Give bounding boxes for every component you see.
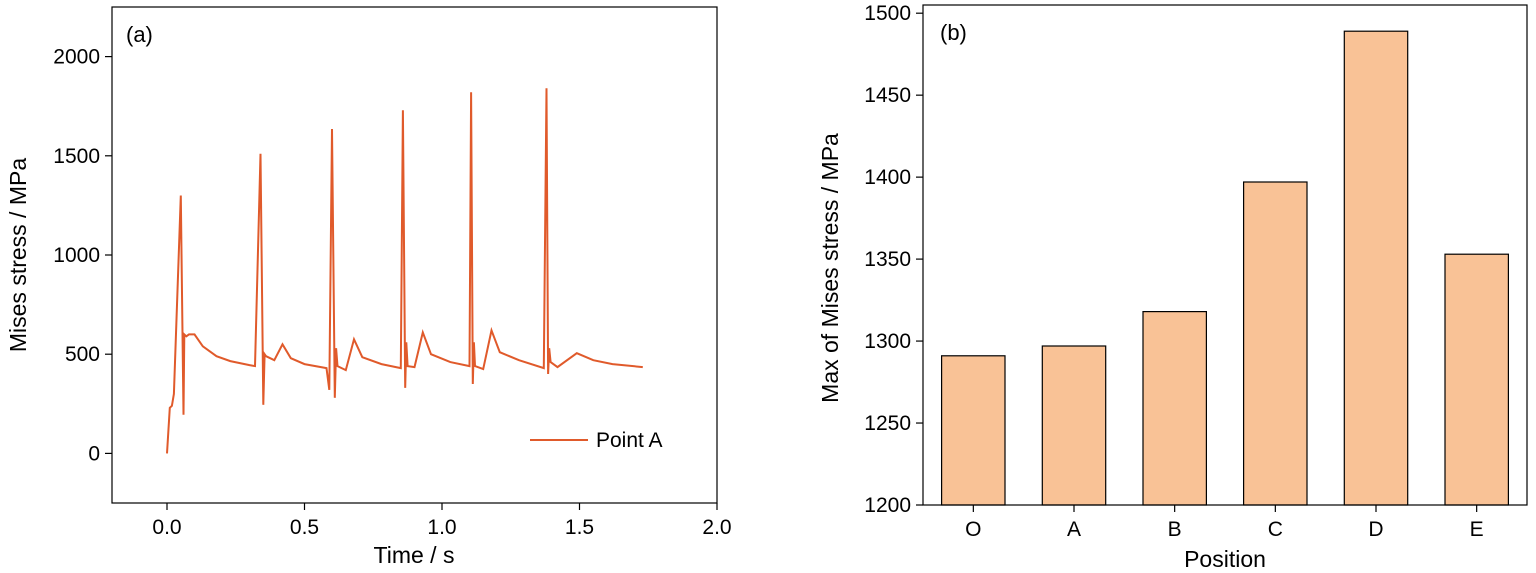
panel-a-x-tick-label: 0.5 <box>290 516 319 539</box>
category-label-o: O <box>965 518 981 541</box>
panel-b-y-tick-label: 1250 <box>864 412 911 435</box>
category-label-a: A <box>1067 518 1081 541</box>
panel-a-x-tick-label: 2.0 <box>702 516 731 539</box>
panel-b-x-axis-title: Position <box>1184 546 1266 572</box>
panel-b-y-tick-label: 1350 <box>864 248 911 271</box>
bar-e <box>1444 253 1510 506</box>
legend-label-point-a: Point A <box>596 429 663 452</box>
panel-b-y-axis-title: Max of Mises stress / MPa <box>817 133 843 403</box>
panel-a-series-line-point-a <box>166 88 643 454</box>
panel-a-y-tick-label: 500 <box>65 343 100 366</box>
bar-b <box>1142 311 1208 506</box>
panel-a-y-tick-label: 0 <box>88 442 100 465</box>
panel-b-y-tick-label: 1500 <box>864 2 911 25</box>
bar-a <box>1041 345 1107 506</box>
panel-a-label: (a) <box>126 22 153 47</box>
bar-o <box>940 355 1006 506</box>
panel-b-bar-chart: O A B C D E 1200 1250 1300 1350 1400 1450 1500 (b) P… <box>817 2 1528 572</box>
panel-b-label: (b) <box>940 20 967 45</box>
panel-a-x-tick-label: 1.5 <box>565 516 594 539</box>
panel-b-y-tick-label: 1300 <box>864 330 911 353</box>
panel-a-x-axis-title: Time / s <box>374 542 455 568</box>
panel-b-y-tick-label: 1400 <box>864 166 911 189</box>
panel-a-x-tick-label: 1.0 <box>427 516 456 539</box>
panel-a-y-axis-title: Mises stress / MPa <box>5 158 31 352</box>
category-label-e: E <box>1470 518 1484 541</box>
panel-b-bars <box>940 30 1510 506</box>
panel-a-ticks: 0.0 0.5 1.0 1.5 2.0 0 500 1000 1500 2000 <box>53 46 731 539</box>
panel-a-y-tick-label: 1000 <box>53 244 100 267</box>
panel-a-y-tick-label: 2000 <box>53 46 100 69</box>
panel-a-line-chart: 0.0 0.5 1.0 1.5 2.0 0 500 1000 1500 2000 (a) Poin… <box>5 6 732 568</box>
panel-b-frame <box>922 4 1528 506</box>
panel-b-y-tick-label: 1450 <box>864 84 911 107</box>
panel-a-legend: Point A <box>530 429 663 452</box>
panel-b-ticks: O A B C D E 1200 1250 1300 1350 1400 1450 1500 <box>864 2 1483 541</box>
panel-a-x-tick-label: 0.0 <box>152 516 181 539</box>
bar-c <box>1242 181 1308 506</box>
category-label-b: B <box>1168 518 1182 541</box>
category-label-c: C <box>1268 518 1283 541</box>
bar-d <box>1343 30 1409 506</box>
panel-a-y-tick-label: 1500 <box>53 145 100 168</box>
category-label-d: D <box>1368 518 1383 541</box>
panel-b-y-tick-label: 1200 <box>864 494 911 517</box>
